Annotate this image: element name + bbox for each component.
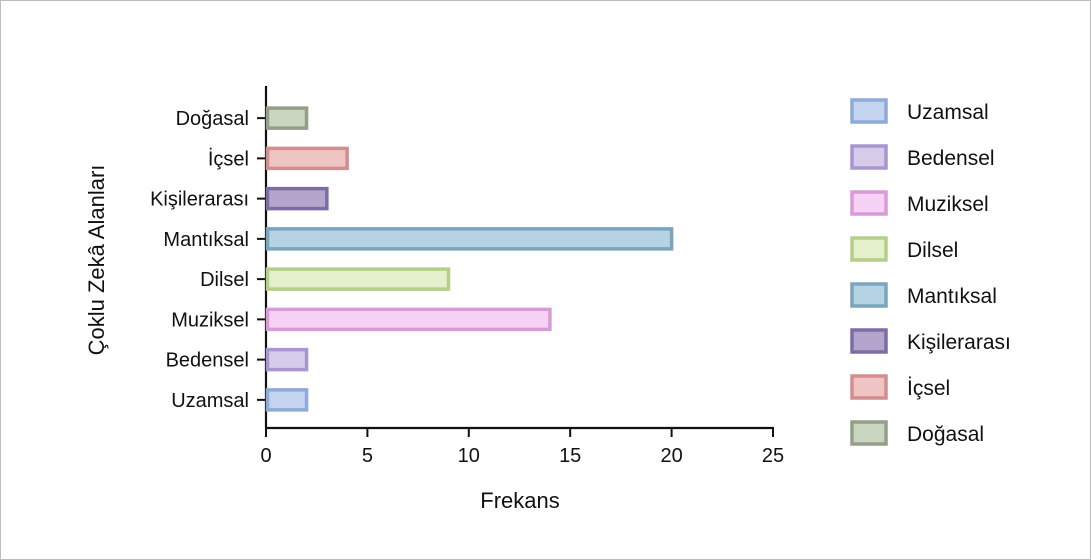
x-tick-label: 0 (260, 445, 271, 467)
x-axis-title: Frekans (480, 488, 559, 513)
legend-label: Uzamsal (907, 101, 989, 124)
y-tick-label: İçsel (208, 147, 249, 170)
bar (265, 267, 451, 291)
legend-label: Kişilerarası (907, 331, 1011, 354)
bar (265, 186, 329, 211)
bar (265, 307, 552, 332)
bar (265, 227, 674, 251)
legend-swatch (850, 190, 888, 216)
y-tick-label: Muziksel (171, 309, 249, 331)
y-tick-label: Bedensel (166, 350, 249, 372)
x-tick-label: 5 (362, 445, 373, 467)
y-tick-label: Doğasal (176, 108, 249, 130)
y-tick-label: Kişilerarası (150, 189, 249, 211)
x-tick-label: 15 (559, 445, 581, 467)
legend-label: Muziksel (907, 193, 989, 216)
legend-label: Bedensel (907, 147, 995, 170)
bar (265, 388, 309, 412)
legend-swatch (850, 420, 888, 446)
legend-label: Doğasal (907, 423, 984, 446)
y-axis-title: Çoklu Zekâ Alanları (84, 165, 109, 356)
bar (265, 106, 309, 130)
legend-swatch (850, 144, 888, 170)
y-tick-label: Dilsel (200, 269, 249, 291)
bar (265, 347, 309, 372)
y-tick-label: Uzamsal (171, 390, 249, 412)
legend-swatch (850, 98, 888, 124)
y-tick-label: Mantıksal (163, 229, 249, 251)
legend-label: İçsel (907, 377, 950, 400)
x-tick-label: 25 (762, 445, 784, 467)
legend-swatch (850, 328, 888, 354)
legend-swatch (850, 374, 888, 400)
legend-swatch (850, 282, 888, 308)
legend-label: Dilsel (907, 239, 958, 262)
legend-label: Mantıksal (907, 285, 997, 308)
x-tick-label: 10 (458, 445, 480, 467)
x-tick-label: 20 (660, 445, 682, 467)
legend-swatch (850, 236, 888, 262)
bar (265, 146, 349, 171)
